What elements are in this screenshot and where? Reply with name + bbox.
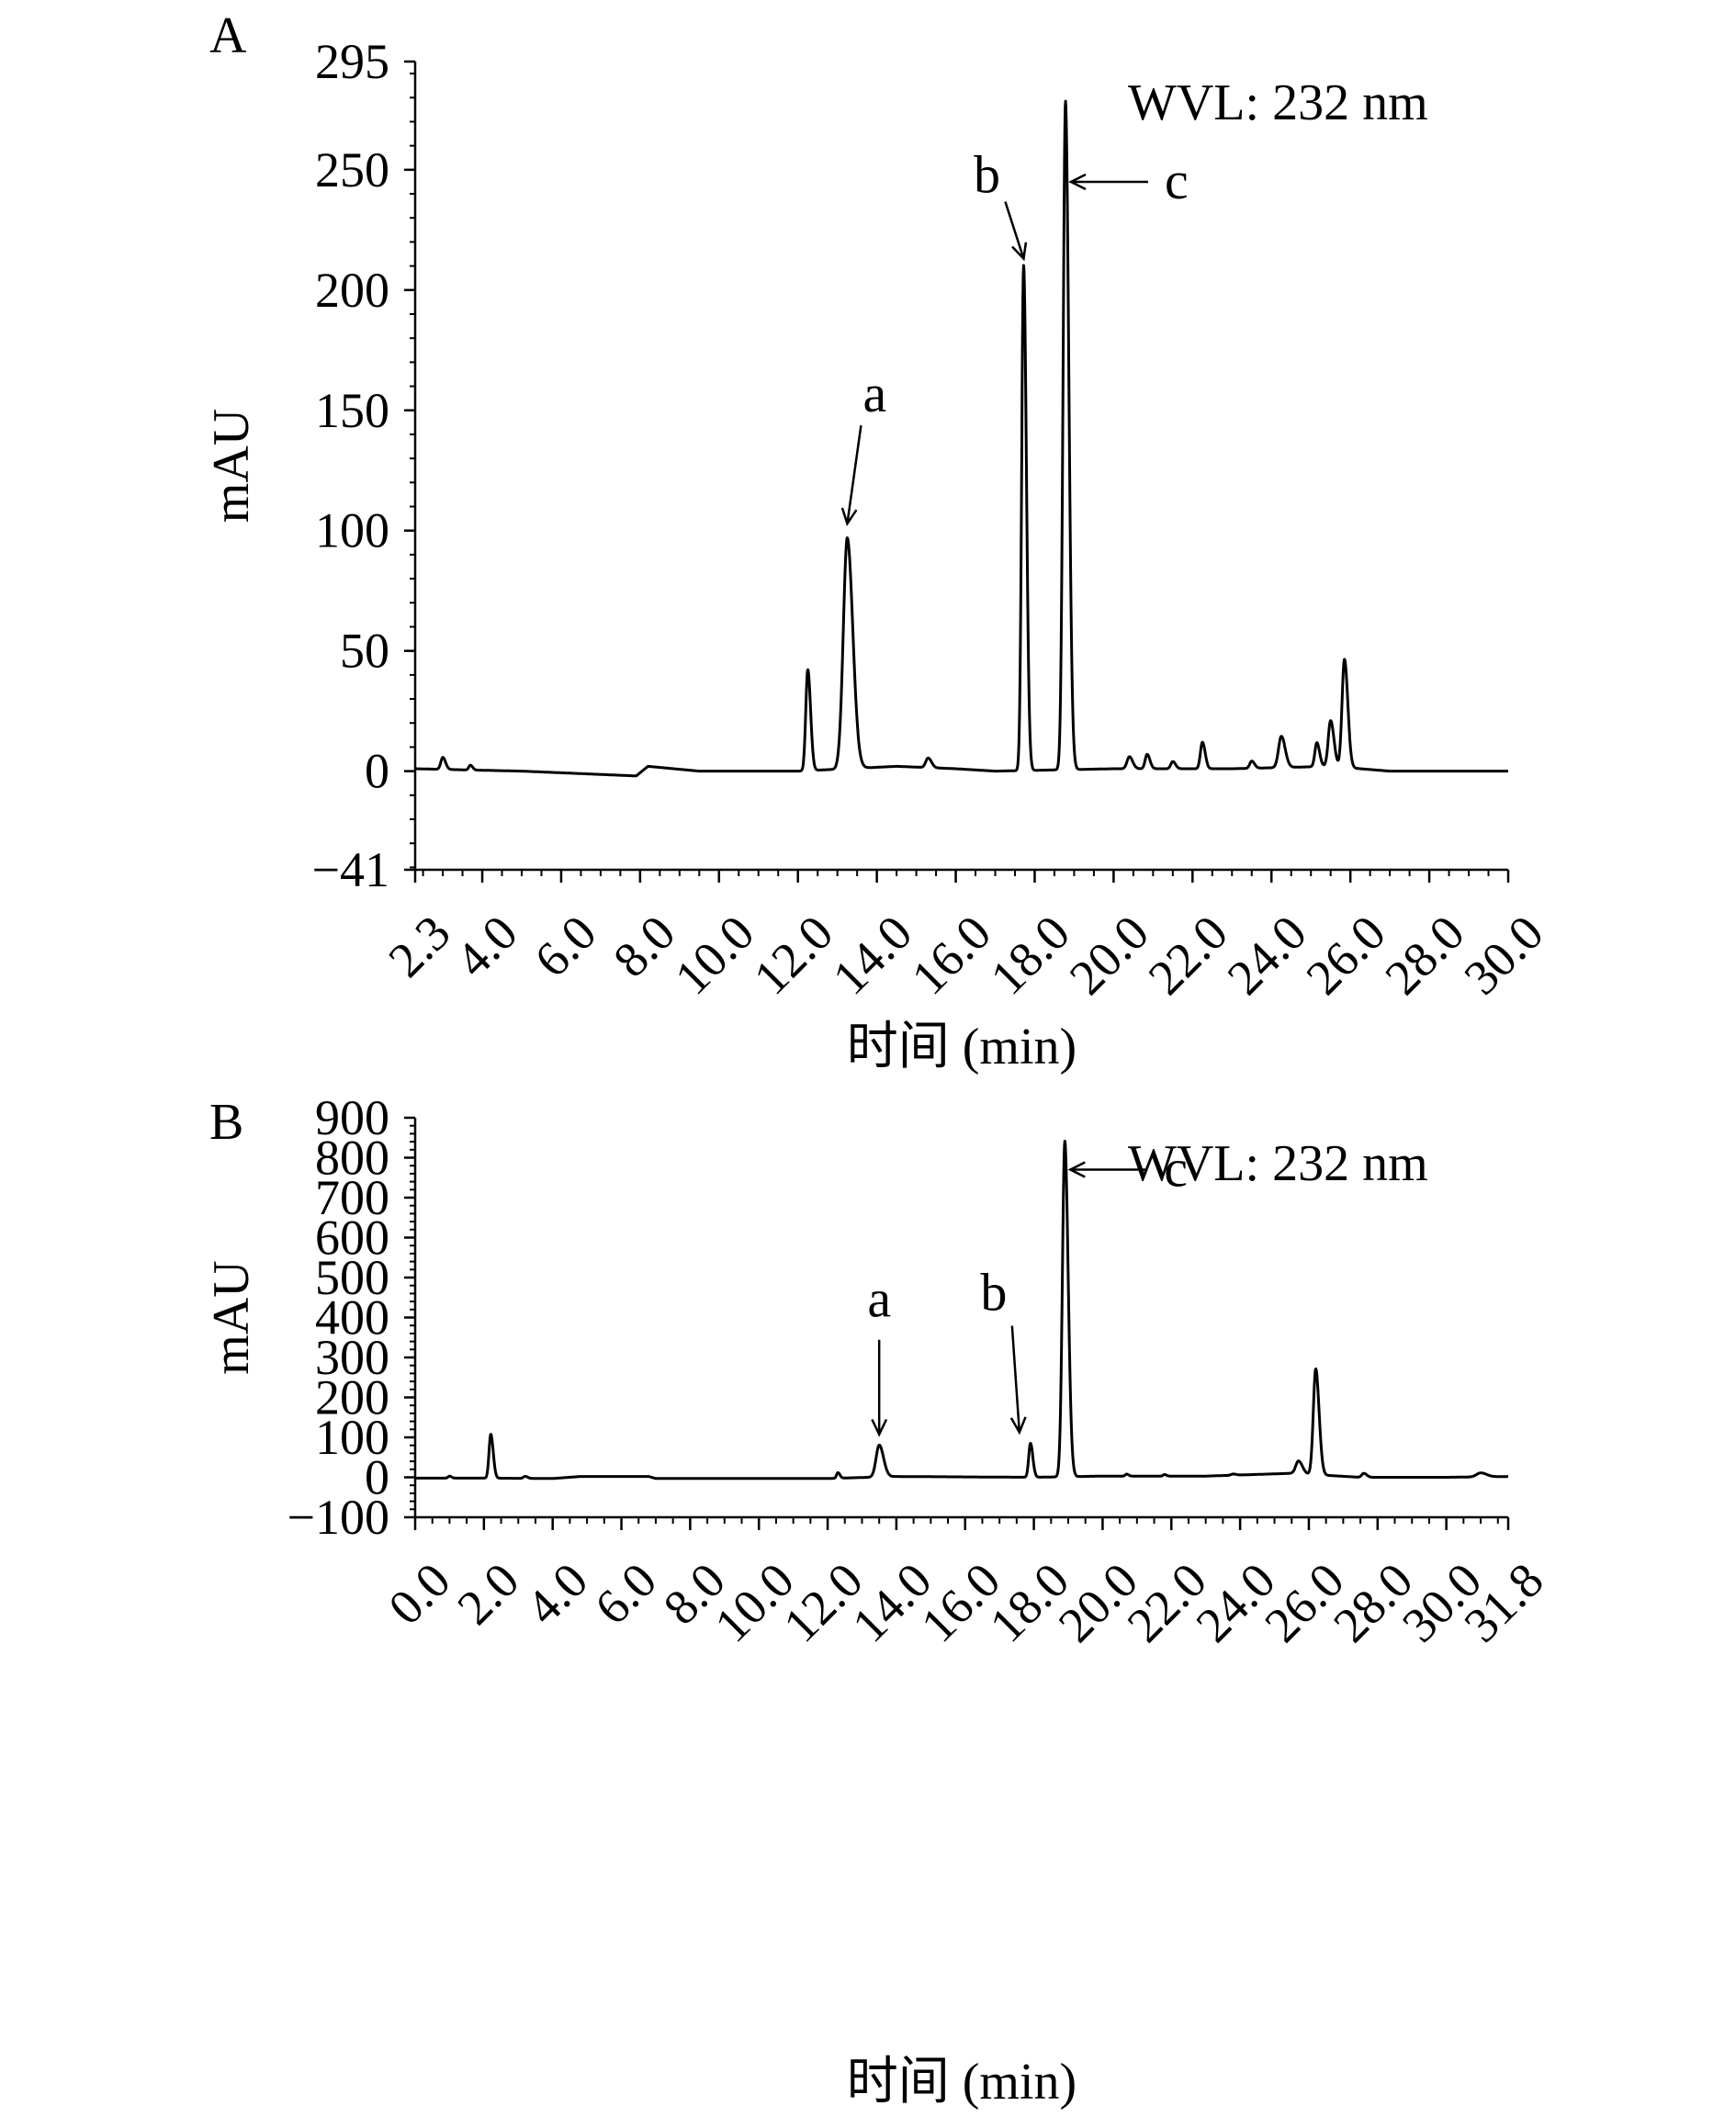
y-tick-label: 50 xyxy=(340,624,389,679)
x-tick-label: 16.0 xyxy=(901,905,1001,1005)
wavelength-label: WVL: 232 nm xyxy=(1128,1135,1428,1192)
y-axis-title: mAU xyxy=(203,1260,260,1374)
x-tick-label: 20.0 xyxy=(1059,905,1159,1005)
peak-arrowhead xyxy=(1067,1161,1086,1178)
peak-label: a xyxy=(867,1269,891,1329)
peak-arrowhead xyxy=(871,1418,888,1437)
y-tick-label: 0 xyxy=(365,1450,389,1505)
x-tick-label: 6.0 xyxy=(524,905,606,987)
x-tick-label: 10.0 xyxy=(664,905,764,1005)
x-tick-label: 12.0 xyxy=(743,905,843,1005)
y-tick-label: 100 xyxy=(315,503,389,558)
y-tick-label: −41 xyxy=(312,842,389,897)
chromatogram-trace xyxy=(413,99,1510,778)
y-tick-label: 600 xyxy=(315,1211,389,1266)
peak-arrowhead xyxy=(1011,242,1028,262)
panel-label: B xyxy=(209,1094,243,1151)
y-tick-label: 700 xyxy=(315,1170,389,1225)
y-tick-label: 200 xyxy=(315,263,389,318)
y-tick-label: 900 xyxy=(315,1090,389,1145)
x-tick-label: 24.0 xyxy=(1217,905,1317,1005)
y-tick-label: 200 xyxy=(315,1370,389,1425)
peak-arrow xyxy=(1004,201,1025,260)
x-tick-label: 18.0 xyxy=(980,905,1080,1005)
x-tick-label: 22.0 xyxy=(1138,905,1238,1005)
y-tick-label: 250 xyxy=(315,142,389,197)
y-tick-label: 800 xyxy=(315,1131,389,1186)
y-tick-label: 300 xyxy=(315,1330,389,1385)
chromatogram-panel-b: B WVL: 232 nm mAU 时间 (min) 9008007006005… xyxy=(203,1090,1554,2111)
panel-label: A xyxy=(209,7,247,64)
y-tick-label: 150 xyxy=(315,383,389,438)
y-tick-label: 0 xyxy=(365,744,389,799)
peak-label: a xyxy=(863,364,887,423)
x-tick-label: 26.0 xyxy=(1296,905,1396,1005)
x-tick-label: 14.0 xyxy=(822,905,922,1005)
wavelength-label: WVL: 232 nm xyxy=(1128,74,1428,131)
chromatogram-trace xyxy=(413,1140,1510,1481)
peak-arrow xyxy=(846,425,862,524)
peak-arrowhead xyxy=(1009,1416,1027,1436)
y-tick-label: 500 xyxy=(315,1250,389,1305)
x-tick-label: 4.0 xyxy=(445,905,528,987)
x-tick-label: 31.8 xyxy=(1453,1552,1553,1652)
peak-label: b xyxy=(980,1263,1007,1323)
peak-arrowhead xyxy=(1068,173,1087,191)
peak-label: c xyxy=(1164,1139,1188,1199)
y-tick-label: 100 xyxy=(315,1410,389,1465)
peak-label: b xyxy=(974,145,1000,205)
x-tick-label: 28.0 xyxy=(1374,905,1474,1005)
y-tick-label: −100 xyxy=(287,1490,389,1545)
x-axis-title: 时间 (min) xyxy=(847,1019,1077,1075)
peak-arrowhead xyxy=(840,507,858,527)
x-tick-label: 30.0 xyxy=(1453,905,1553,1005)
y-tick-label: 400 xyxy=(315,1290,389,1346)
peak-arrow xyxy=(1010,1325,1021,1433)
chromatogram-panel-a: A WVL: 232 nm mAU 时间 (min) 295 250 200 150 1… xyxy=(203,7,1554,1075)
y-tick-label: 295 xyxy=(315,34,389,89)
peak-label: c xyxy=(1165,151,1189,210)
x-axis-title: 时间 (min) xyxy=(847,2054,1077,2111)
y-axis-title: mAU xyxy=(203,409,260,523)
